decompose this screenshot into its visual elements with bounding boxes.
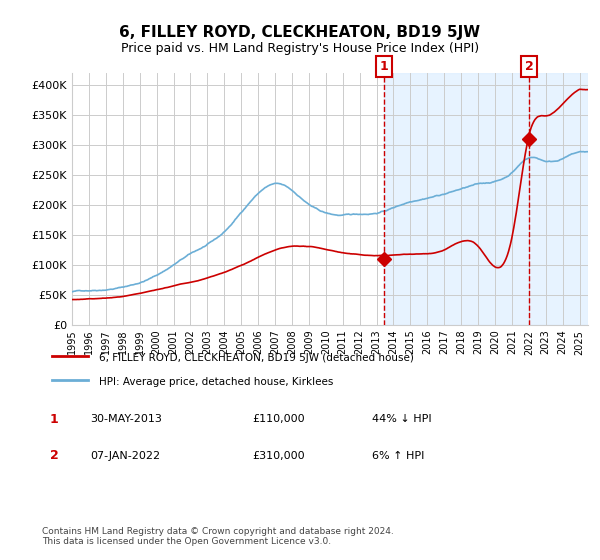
Text: 2: 2 (50, 449, 58, 463)
Text: 1: 1 (50, 413, 58, 426)
Text: £110,000: £110,000 (252, 414, 305, 424)
Bar (383, 73, 588, 325)
Text: Contains HM Land Registry data © Crown copyright and database right 2024.
This d: Contains HM Land Registry data © Crown c… (42, 526, 394, 546)
Text: 6, FILLEY ROYD, CLECKHEATON, BD19 5JW: 6, FILLEY ROYD, CLECKHEATON, BD19 5JW (119, 25, 481, 40)
Text: 1: 1 (379, 60, 388, 73)
Text: 6% ↑ HPI: 6% ↑ HPI (372, 451, 424, 461)
Text: Price paid vs. HM Land Registry's House Price Index (HPI): Price paid vs. HM Land Registry's House … (121, 42, 479, 55)
Text: HPI: Average price, detached house, Kirklees: HPI: Average price, detached house, Kirk… (99, 376, 333, 386)
Text: 2: 2 (525, 60, 533, 73)
Text: 44% ↓ HPI: 44% ↓ HPI (372, 414, 431, 424)
Text: 6, FILLEY ROYD, CLECKHEATON, BD19 5JW (detached house): 6, FILLEY ROYD, CLECKHEATON, BD19 5JW (d… (99, 353, 413, 363)
Text: 07-JAN-2022: 07-JAN-2022 (90, 451, 160, 461)
Text: 30-MAY-2013: 30-MAY-2013 (90, 414, 162, 424)
Text: £310,000: £310,000 (252, 451, 305, 461)
